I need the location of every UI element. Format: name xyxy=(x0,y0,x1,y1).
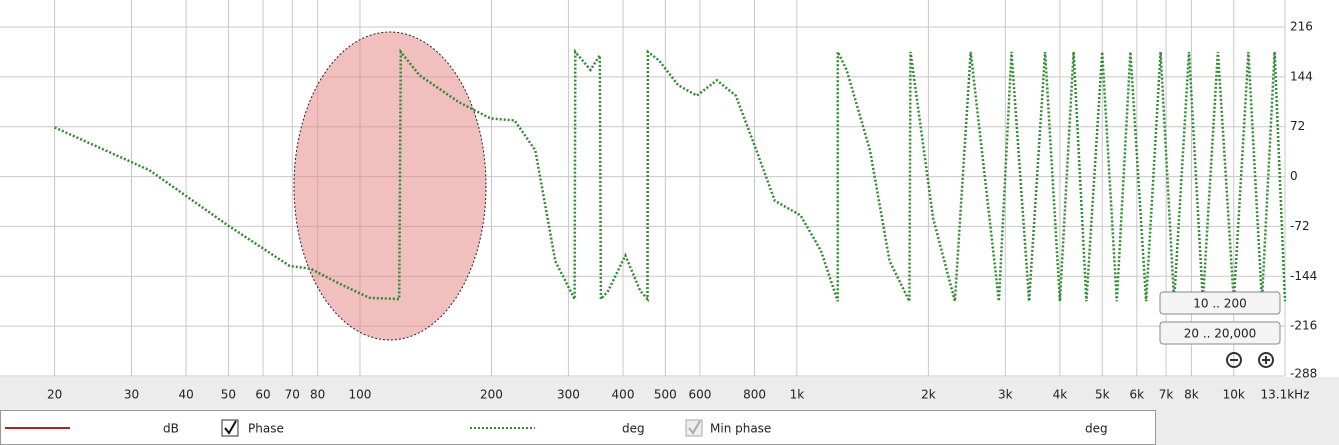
y-tick-label: 0 xyxy=(1290,169,1298,183)
zoom-in[interactable] xyxy=(1258,352,1274,368)
plot-area xyxy=(0,0,1285,377)
x-tick-label: 4k xyxy=(1053,388,1068,402)
legend-unit: dB xyxy=(163,422,179,436)
range-button-label[interactable]: 20 .. 20,000 xyxy=(1184,327,1257,341)
y-tick-label: -288 xyxy=(1290,367,1317,381)
buttons: 10 .. 200 20 .. 20,000 xyxy=(1159,291,1281,345)
legend: dB Phase deg Min phase deg xyxy=(5,419,1108,437)
x-tick-label: 800 xyxy=(743,388,766,402)
x-tick-label: 80 xyxy=(310,388,325,402)
y-tick-label: 144 xyxy=(1290,69,1313,83)
y-tick-label: -144 xyxy=(1290,269,1317,283)
x-tick-label: 6k xyxy=(1130,388,1145,402)
x-tick-label: 70 xyxy=(285,388,300,402)
x-tick-label: 40 xyxy=(178,388,193,402)
checkmark xyxy=(688,420,701,435)
x-tick-label: 50 xyxy=(221,388,236,402)
legend-unit: deg xyxy=(1085,422,1108,436)
x-tick-label: 2k xyxy=(921,388,936,402)
x-tick-label: 10k xyxy=(1223,388,1245,402)
marks xyxy=(54,48,1287,303)
selection[interactable] xyxy=(293,31,487,341)
x-axis-area xyxy=(0,377,1339,410)
y-tick-label: -72 xyxy=(1290,219,1310,233)
x-tick-label: 300 xyxy=(557,388,580,402)
x-tick-label: 600 xyxy=(688,388,711,402)
legend-unit: deg xyxy=(622,422,645,436)
legend-label: Phase xyxy=(248,422,284,436)
x-tick-label: 20 xyxy=(47,388,62,402)
y-tick-label: 216 xyxy=(1290,20,1313,34)
x-tick-label: 5k xyxy=(1095,388,1110,402)
range-button[interactable] xyxy=(1159,291,1281,315)
y-tick-label: -216 xyxy=(1290,319,1317,333)
x-tick-label: 1k xyxy=(790,388,805,402)
y-axis-area xyxy=(1285,0,1339,377)
x-tick-label: 13.1kHz xyxy=(1261,388,1310,402)
x-tick-label: 400 xyxy=(612,388,635,402)
zoom-out[interactable] xyxy=(1226,352,1242,368)
x-tick-label: 3k xyxy=(998,388,1013,402)
grid xyxy=(0,0,1286,377)
phase-line xyxy=(54,48,1287,303)
legend-label: Min phase xyxy=(710,422,771,436)
ticks: 216 144 72 0 -72 -144 -216 -288 20 30 40 50 60 70 80 10… xyxy=(47,20,1317,402)
checkmark xyxy=(224,420,237,435)
x-tick-label: 8k xyxy=(1184,388,1199,402)
x-tick-label: 200 xyxy=(480,388,503,402)
range-button-label[interactable]: 10 .. 200 xyxy=(1193,297,1246,311)
y-tick-label: 72 xyxy=(1290,119,1305,133)
x-tick-label: 60 xyxy=(255,388,270,402)
x-tick-label: 100 xyxy=(349,388,372,402)
x-tick-label: 30 xyxy=(124,388,139,402)
range-button[interactable] xyxy=(1159,321,1281,345)
x-tick-label: 7k xyxy=(1159,388,1174,402)
x-tick-label: 500 xyxy=(654,388,677,402)
